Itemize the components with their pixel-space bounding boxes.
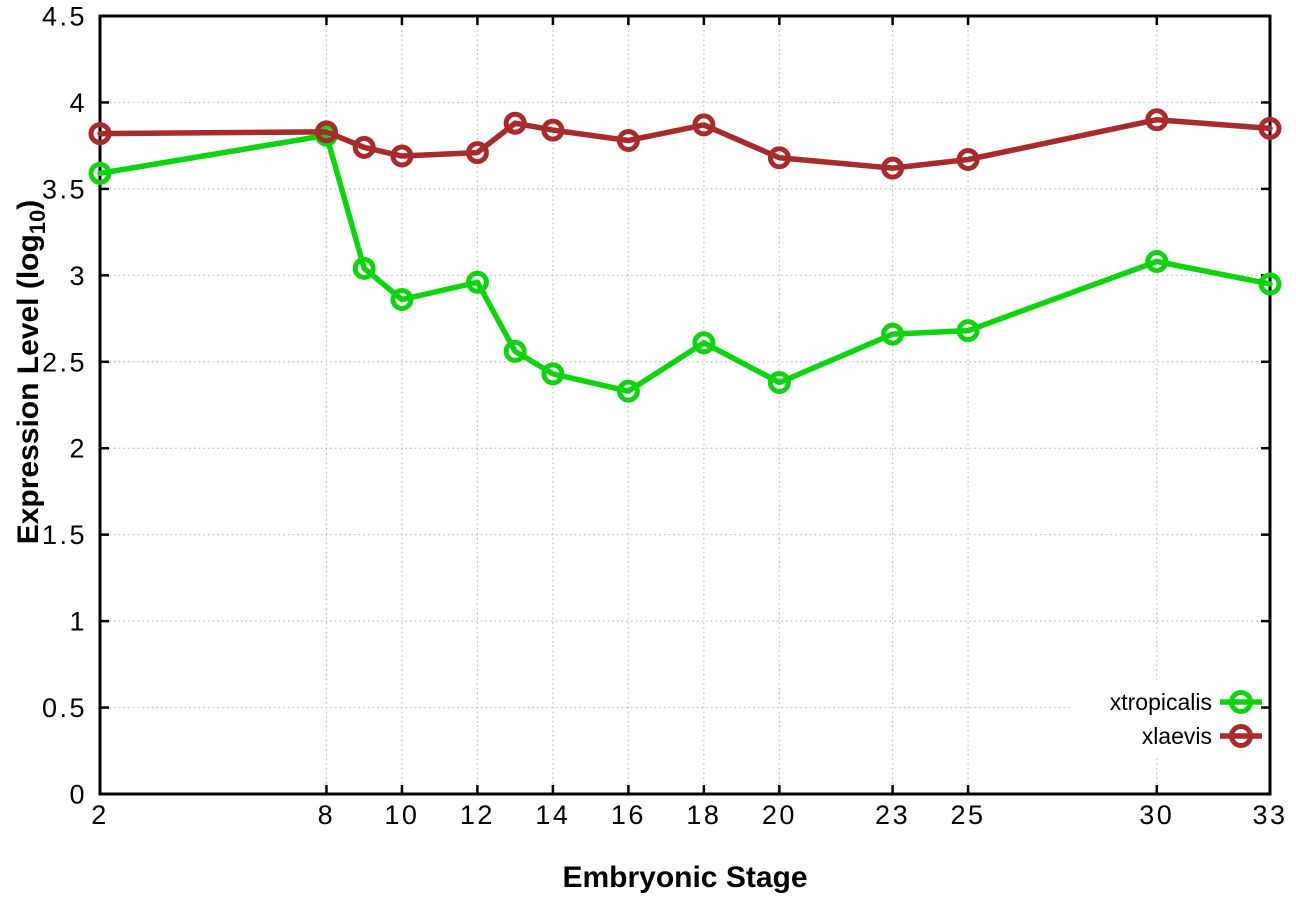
data-point-xtropicalis [692, 331, 716, 355]
data-point-xtropicalis [465, 270, 489, 294]
data-series [88, 108, 1282, 403]
data-point-xtropicalis [881, 322, 905, 346]
y-tick-labels: 0 0.5 1 1.5 2 2.5 3 3.5 4 4.5 [42, 2, 87, 810]
axis-ticks [98, 14, 1272, 796]
x-tick-label: 20 [762, 800, 797, 830]
data-point-xtropicalis [541, 362, 565, 386]
data-point-xlaevis [956, 147, 980, 171]
data-point-xlaevis [465, 141, 489, 165]
legend-marker-xtropicalis [1229, 690, 1253, 714]
data-point-xlaevis [616, 128, 640, 152]
y-axis-title: Expression Level (log10) [12, 200, 50, 545]
y-tick-label: 2.5 [42, 347, 87, 377]
y-tick-label: 3.5 [42, 174, 87, 204]
data-point-xlaevis [503, 111, 527, 135]
y-tick-label: 3 [69, 261, 87, 291]
legend: xtropicalis xlaevis [1110, 689, 1262, 749]
data-point-xtropicalis [1145, 250, 1169, 274]
x-tick-label: 14 [535, 800, 570, 830]
data-point-xtropicalis [956, 319, 980, 343]
x-tick-label: 25 [951, 800, 986, 830]
x-tick-label: 33 [1252, 800, 1287, 830]
data-point-xtropicalis [352, 256, 376, 280]
x-tick-label: 10 [384, 800, 419, 830]
data-point-xtropicalis [616, 379, 640, 403]
data-point-xlaevis [314, 120, 338, 144]
data-point-xtropicalis [767, 371, 791, 395]
data-point-xlaevis [881, 156, 905, 180]
plot-border [98, 14, 1272, 796]
data-point-xlaevis [692, 113, 716, 137]
x-tick-label: 16 [611, 800, 646, 830]
x-tick-labels: 2 8 10 12 14 16 18 20 23 25 30 33 [91, 800, 1287, 830]
data-point-xlaevis [390, 144, 414, 168]
x-axis-title: Embryonic Stage [562, 861, 807, 894]
y-tick-label: 1.5 [42, 520, 87, 550]
data-point-xlaevis [1258, 116, 1282, 140]
legend-marker-xlaevis [1229, 724, 1253, 748]
legend-label-xtropicalis: xtropicalis [1110, 689, 1212, 715]
data-point-xtropicalis [88, 161, 112, 185]
y-tick-label: 4.5 [42, 2, 87, 32]
data-point-xtropicalis [1258, 272, 1282, 296]
x-tick-label: 30 [1139, 800, 1174, 830]
y-tick-label: 0.5 [42, 693, 87, 723]
x-tick-label: 8 [318, 800, 336, 830]
x-tick-label: 12 [460, 800, 495, 830]
data-point-xlaevis [352, 135, 376, 159]
y-tick-label: 2 [69, 434, 87, 464]
x-tick-label: 18 [686, 800, 721, 830]
y-tick-label: 0 [69, 780, 87, 810]
data-point-xlaevis [88, 122, 112, 146]
series-line-xtropicalis [97, 132, 1273, 394]
data-point-xlaevis [767, 146, 791, 170]
legend-label-xlaevis: xlaevis [1142, 723, 1212, 749]
y-tick-label: 4 [69, 88, 87, 118]
data-point-xlaevis [541, 118, 565, 142]
data-point-xtropicalis [390, 288, 414, 312]
series-line-xlaevis [97, 116, 1273, 171]
y-tick-label: 1 [69, 607, 87, 637]
x-tick-label: 2 [91, 800, 109, 830]
data-point-xlaevis [1145, 108, 1169, 132]
x-tick-label: 23 [875, 800, 910, 830]
data-point-xtropicalis [503, 339, 527, 363]
